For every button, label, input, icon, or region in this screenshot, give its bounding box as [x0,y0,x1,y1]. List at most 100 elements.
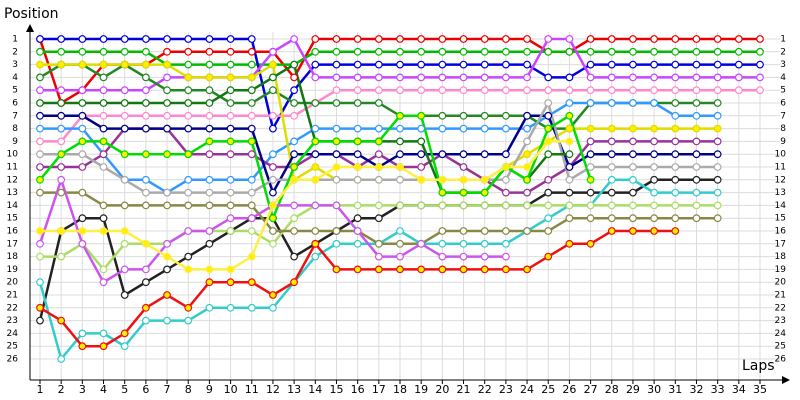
lap-marker [734,73,743,82]
x-tick-label: 29 [626,383,640,396]
y-tick-label-right: 18 [775,252,787,262]
y-tick-label: 18 [7,252,19,262]
lap-marker [141,35,150,43]
y-tick-label-right: 7 [780,111,786,121]
lap-marker [332,137,341,146]
lap-marker [36,99,44,107]
lap-marker [269,175,277,184]
lap-marker [629,201,637,210]
lap-marker [57,60,66,69]
lap-marker [353,265,362,274]
lap-marker [247,214,256,223]
y-tick-label-right: 22 [775,303,786,313]
lap-marker [544,86,553,95]
lap-marker [396,60,404,69]
lap-marker [586,163,595,171]
lap-marker [734,47,743,56]
lap-marker [36,227,44,235]
lap-marker [417,60,426,69]
lap-marker [184,201,193,210]
x-tick-label: 1 [37,383,44,396]
lap-marker [120,111,129,120]
lap-marker [99,99,108,107]
lap-marker [269,214,277,223]
lap-marker [671,137,680,146]
lap-marker [226,99,235,107]
lap-marker [205,303,214,312]
x-tick-label: 2 [58,383,65,396]
lap-marker [565,137,574,146]
lap-marker [438,35,447,43]
plot-area [36,35,764,363]
lap-marker [650,201,659,210]
lap-marker [269,124,277,133]
lap-marker [629,214,637,223]
lap-marker [290,278,299,287]
y-tick-label-right: 9 [780,137,786,147]
lap-marker [205,227,214,235]
lap-marker [311,150,320,159]
lap-marker [459,252,468,261]
lap-marker [523,201,531,210]
lap-marker [629,150,637,159]
lap-marker [438,124,447,133]
lap-marker [607,150,616,159]
lap-marker [650,137,659,146]
lap-marker [586,86,595,95]
lap-marker [565,99,574,107]
lap-marker [374,201,383,210]
lap-marker [374,99,383,107]
lap-marker [226,124,235,133]
lap-marker [374,252,383,261]
y-tick-label: 2 [12,47,18,57]
lap-marker [141,175,150,184]
y-tick-label-right: 10 [775,150,787,160]
lap-marker [565,73,574,82]
lap-marker [459,86,468,95]
lap-marker [163,111,171,120]
lap-marker [501,86,510,95]
lap-marker [290,73,299,82]
lap-marker [332,265,341,274]
lap-marker [290,150,299,159]
lap-marker [438,265,447,274]
lap-marker [120,239,129,248]
lap-marker [650,163,659,171]
lap-marker [501,73,510,82]
lap-marker [353,73,362,82]
lap-marker [713,124,722,133]
y-tick-label-right: 25 [775,342,786,352]
lap-marker [163,201,171,210]
lap-marker [692,214,701,223]
lap-marker [36,316,44,325]
lap-marker [141,278,150,287]
lap-marker [184,73,193,82]
lap-marker [57,137,66,146]
lap-marker [163,47,171,56]
lap-marker [36,35,44,43]
lap-marker [353,175,362,184]
lap-marker [247,188,256,197]
lap-marker [671,175,680,184]
lap-marker [544,35,553,43]
lap-marker [353,86,362,95]
lap-marker [120,227,129,235]
lap-marker [544,99,553,107]
lap-marker [184,124,193,133]
lap-marker [163,99,171,107]
lap-marker [396,124,404,133]
lap-marker [99,278,108,287]
lap-marker [353,163,362,171]
lap-marker [629,35,637,43]
lap-marker [290,163,299,171]
lap-marker [565,111,574,120]
lap-marker [205,175,214,184]
lap-marker [523,265,531,274]
lap-marker [692,60,701,69]
lap-marker [290,227,299,235]
lap-marker [480,175,489,184]
lap-marker [629,188,637,197]
lap-marker [713,35,722,43]
lap-marker [565,201,574,210]
lap-marker [565,239,574,248]
